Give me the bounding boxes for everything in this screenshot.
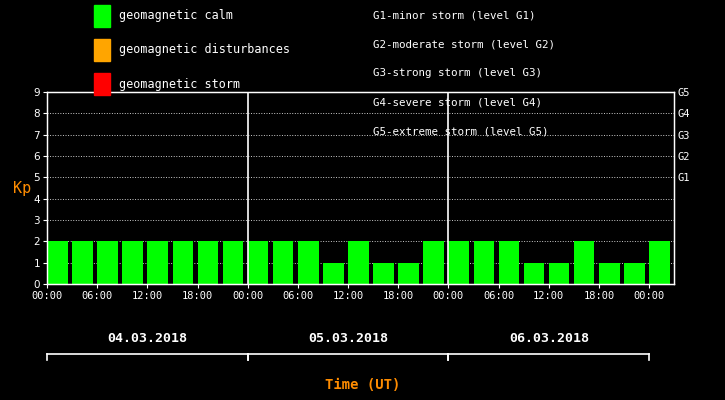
- Text: G4-severe storm (level G4): G4-severe storm (level G4): [373, 98, 542, 108]
- Text: G3-strong storm (level G3): G3-strong storm (level G3): [373, 68, 542, 78]
- Text: 06.03.2018: 06.03.2018: [509, 332, 589, 344]
- Bar: [523, 263, 544, 284]
- Bar: [273, 241, 294, 284]
- Bar: [47, 241, 67, 284]
- Bar: [473, 241, 494, 284]
- Bar: [574, 241, 594, 284]
- Text: G2-moderate storm (level G2): G2-moderate storm (level G2): [373, 39, 555, 49]
- Bar: [423, 241, 444, 284]
- Text: G1-minor storm (level G1): G1-minor storm (level G1): [373, 10, 536, 20]
- Text: geomagnetic storm: geomagnetic storm: [119, 78, 240, 90]
- Bar: [549, 263, 569, 284]
- Bar: [323, 263, 344, 284]
- Bar: [97, 241, 118, 284]
- Text: G5-extreme storm (level G5): G5-extreme storm (level G5): [373, 127, 549, 137]
- Bar: [147, 241, 168, 284]
- Bar: [624, 263, 645, 284]
- Text: 04.03.2018: 04.03.2018: [107, 332, 188, 344]
- Text: geomagnetic calm: geomagnetic calm: [119, 10, 233, 22]
- Bar: [599, 263, 620, 284]
- Bar: [198, 241, 218, 284]
- Bar: [649, 241, 670, 284]
- Text: geomagnetic disturbances: geomagnetic disturbances: [119, 44, 290, 56]
- Bar: [449, 241, 469, 284]
- Bar: [123, 241, 143, 284]
- Text: Time (UT): Time (UT): [325, 378, 400, 392]
- Bar: [223, 241, 244, 284]
- Text: 05.03.2018: 05.03.2018: [308, 332, 388, 344]
- Bar: [348, 241, 369, 284]
- Bar: [173, 241, 193, 284]
- Bar: [72, 241, 93, 284]
- Bar: [398, 263, 419, 284]
- Bar: [298, 241, 318, 284]
- Bar: [373, 263, 394, 284]
- Y-axis label: Kp: Kp: [13, 180, 32, 196]
- Bar: [248, 241, 268, 284]
- Bar: [499, 241, 519, 284]
